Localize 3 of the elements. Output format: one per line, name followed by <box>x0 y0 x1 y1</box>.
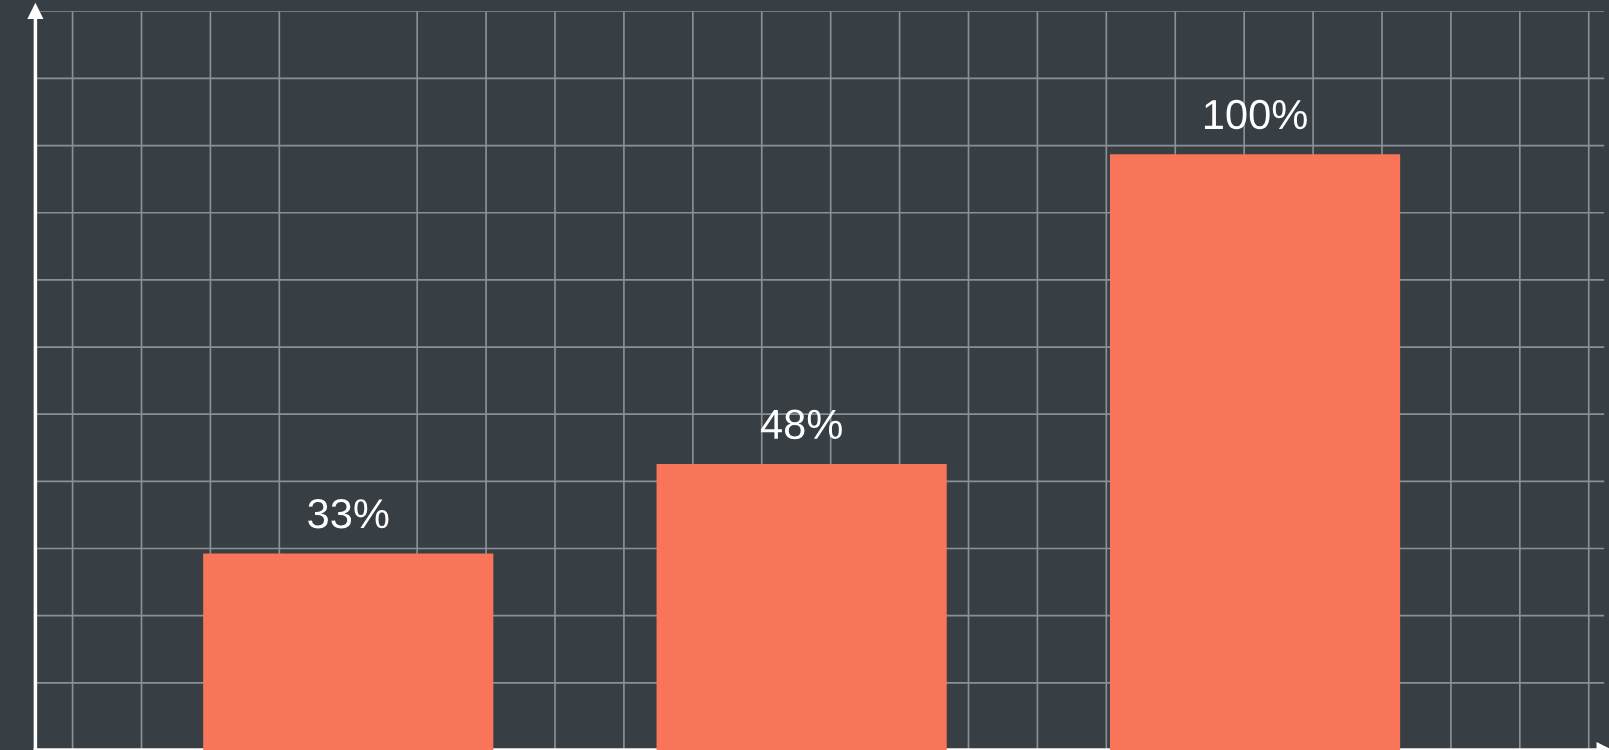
data-label: 100% <box>1204 99 1307 130</box>
data-label: 48% <box>760 409 842 440</box>
data-label: 33% <box>308 498 389 529</box>
